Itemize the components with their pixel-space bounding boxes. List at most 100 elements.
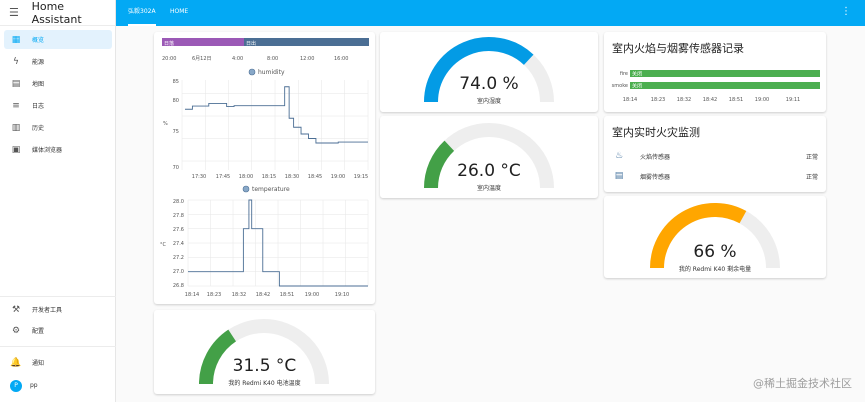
humidity-ytick: 80: [173, 98, 179, 104]
smoke-state-label: 关闭: [632, 83, 642, 90]
timeline-xtick: 19:00: [755, 97, 769, 103]
gauge-fill: [199, 329, 237, 385]
smoke-state-bar[interactable]: [630, 82, 820, 89]
timeline-tick: 12:00: [300, 56, 314, 62]
temperature-xtick: 18:23: [207, 292, 221, 298]
humidity-gauge: [424, 37, 554, 103]
sidebar: ☰ Home Assistant ▦ 概览 ϟ 能源 ▤ 地图 ≡ 日志 ▥ 历…: [0, 0, 116, 402]
temperature-xtick: 19:00: [305, 292, 319, 298]
humidity-legend-dot[interactable]: [248, 68, 256, 76]
gauge-name: 我的 Redmi K40 剩余电量: [678, 266, 752, 273]
gauge-value: 31.5 °C: [232, 356, 297, 376]
temperature-xtick: 18:51: [280, 292, 294, 298]
sidebar-item-label: 媒体浏览器: [32, 147, 63, 154]
sidebar-item-map[interactable]: ▤ 地图: [4, 74, 112, 93]
app-title: Home Assistant: [31, 0, 82, 26]
phone-temp-gauge-card[interactable]: 31.5 °C 我的 Redmi K40 电池温度: [154, 310, 375, 394]
temperature-ytick: 27.0: [173, 269, 184, 275]
battery-gauge-card[interactable]: 66 % 我的 Redmi K40 剩余电量: [604, 196, 826, 278]
menu-toggle-icon[interactable]: ☰: [9, 6, 19, 19]
lightning-icon: ϟ: [13, 56, 19, 67]
humidity-xtick: 19:15: [354, 174, 368, 180]
sunrise-segment[interactable]: [244, 38, 369, 46]
gauge-value: 74.0 %: [459, 74, 519, 94]
sidebar-item-label: 概览: [32, 37, 45, 44]
fire-state-label: 关闭: [632, 71, 642, 78]
sunset-segment[interactable]: [162, 38, 244, 46]
tab-302a[interactable]: 弘毅302A: [128, 0, 156, 26]
timeline-row-label: smoke: [612, 83, 628, 89]
top-app-bar: 弘毅302A HOME ⋮: [116, 0, 865, 26]
gauge-fill: [424, 37, 534, 103]
sidebar-item-logbook[interactable]: ≡ 日志: [4, 96, 112, 115]
sidebar-item-developer-tools[interactable]: ⚒ 开发者工具: [4, 300, 112, 319]
timeline-tick: 4:00: [232, 56, 243, 62]
fire-state-bar[interactable]: [630, 70, 820, 77]
phone-temp-gauge: [199, 319, 329, 385]
temperature-xtick: 18:32: [232, 292, 246, 298]
gauge-value: 26.0 °C: [457, 161, 521, 181]
sidebar-item-label: 开发者工具: [32, 307, 63, 314]
sidebar-item-label: 日志: [32, 103, 45, 110]
bell-icon: 🔔: [10, 357, 22, 368]
entity-name: 火焰传感器: [640, 153, 671, 161]
timeline-xtick: 19:11: [786, 97, 800, 103]
timeline-xtick: 18:51: [729, 97, 743, 103]
fire-monitor-card: 室内实时火灾监测 ♨ 火焰传感器 正常 ▤ 烟雾传感器 正常: [604, 116, 826, 192]
gauge-name: 室内湿度: [476, 98, 501, 105]
tab-home[interactable]: HOME: [170, 8, 189, 15]
humidity-ylabel: %: [163, 121, 168, 127]
temperature-series-line[interactable]: [188, 199, 368, 287]
fire-icon: ♨: [614, 151, 624, 161]
humidity-gauge-card[interactable]: 74.0 % 室内湿度: [380, 32, 598, 112]
sidebar-item-config[interactable]: ⚙ 配置: [4, 321, 112, 340]
sidebar-item-label: 配置: [32, 328, 45, 335]
entity-row-fire[interactable]: ♨ 火焰传感器 正常: [612, 148, 818, 164]
temperature-ytick: 27.6: [173, 227, 184, 233]
card-title: 室内火焰与烟雾传感器记录: [612, 42, 744, 55]
sidebar-header: ☰ Home Assistant: [0, 0, 115, 26]
humidity-ytick: 85: [173, 79, 179, 85]
timeline-tick: 8:00: [267, 56, 278, 62]
humidity-legend[interactable]: humidity: [258, 69, 285, 76]
temperature-xtick: 19:10: [335, 292, 349, 298]
entity-name: 烟雾传感器: [640, 173, 671, 181]
view-dashboard-icon: ▦: [11, 34, 21, 45]
humidity-ytick: 70: [173, 165, 179, 171]
gauge-name: 室内温度: [476, 185, 501, 192]
timeline-tick: 16:00: [334, 56, 348, 62]
sidebar-item-media[interactable]: ▣ 媒体浏览器: [4, 140, 112, 159]
temperature-gauge-card[interactable]: 26.0 °C 室内温度: [380, 116, 598, 198]
battery-gauge: [650, 203, 780, 269]
humidity-series-line[interactable]: [184, 86, 368, 144]
entity-state: 正常: [805, 153, 818, 161]
temperature-gauge: [424, 123, 554, 189]
smoke-detector-icon: ▤: [614, 171, 624, 181]
humidity-xtick: 19:00: [331, 174, 345, 180]
more-options-icon[interactable]: ⋮: [841, 6, 851, 17]
gear-icon: ⚙: [11, 325, 21, 336]
sidebar-divider: [0, 296, 116, 297]
temperature-ylabel: °C: [160, 242, 167, 248]
sidebar-item-energy[interactable]: ϟ 能源: [4, 52, 112, 71]
sidebar-item-history[interactable]: ▥ 历史: [4, 118, 112, 137]
timeline-xtick: 18:23: [651, 97, 665, 103]
temperature-legend[interactable]: temperature: [252, 186, 290, 193]
sidebar-item-overview[interactable]: ▦ 概览: [4, 30, 112, 49]
sidebar-item-label: 历史: [32, 125, 45, 132]
timeline-tick: 6月12日: [192, 56, 212, 62]
sidebar-item-notifications[interactable]: 🔔 通知: [4, 353, 112, 372]
humidity-xtick: 18:15: [262, 174, 276, 180]
timeline-segment-label: 日出: [246, 40, 256, 47]
temperature-legend-dot[interactable]: [242, 185, 250, 193]
entity-row-smoke[interactable]: ▤ 烟雾传感器 正常: [612, 168, 818, 184]
list-icon: ≡: [12, 100, 20, 111]
gauge-name: 我的 Redmi K40 电池温度: [228, 380, 301, 387]
sidebar-item-label: 能源: [32, 59, 45, 66]
sidebar-item-profile[interactable]: P pp: [4, 376, 112, 395]
fire-record-card: 室内火焰与烟雾传感器记录 fire 关闭 smoke 关闭 18:14 18:2…: [604, 32, 826, 112]
entity-state: 正常: [805, 173, 818, 181]
temperature-ytick: 27.8: [173, 213, 184, 219]
watermark: @稀土掘金技术社区: [753, 377, 852, 390]
temperature-xtick: 18:14: [185, 292, 199, 298]
